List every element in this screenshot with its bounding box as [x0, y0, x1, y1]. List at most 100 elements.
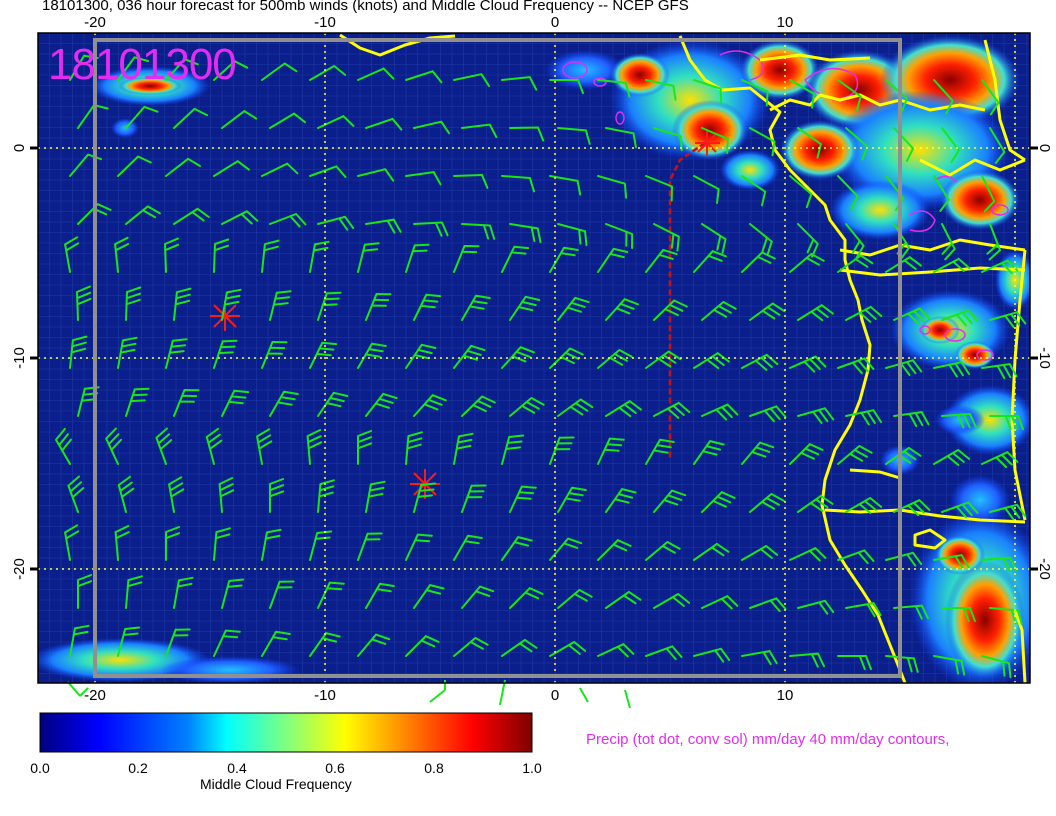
wind-barb — [357, 67, 395, 81]
wind-barb — [549, 436, 575, 465]
wind-barb — [125, 205, 161, 225]
wind-barb — [933, 554, 970, 570]
wind-barb — [653, 223, 680, 252]
wind-barb — [405, 343, 437, 369]
wind-barb — [114, 236, 130, 273]
wind-barb — [365, 582, 395, 609]
wind-barb — [261, 239, 280, 273]
wind-barb — [941, 413, 977, 429]
wind-barb — [269, 390, 299, 417]
wind-barb — [933, 257, 971, 273]
wind-barb — [693, 647, 731, 663]
wind-barb — [155, 427, 173, 465]
wind-barb — [453, 432, 474, 465]
map-title: 18101300, 036 hour forecast for 500mb wi… — [42, 0, 689, 14]
wind-barb — [941, 127, 960, 164]
wind-barb — [941, 223, 956, 261]
wind-barb — [317, 479, 335, 513]
wind-barb — [749, 127, 776, 157]
wind-barb — [557, 398, 594, 417]
wind-barb — [789, 652, 825, 668]
wind-barb — [789, 253, 825, 273]
wind-barb — [269, 112, 306, 129]
wind-barb — [365, 392, 398, 417]
wind-barb — [269, 478, 285, 513]
wind-barb — [125, 575, 143, 609]
wind-barb — [653, 593, 691, 609]
wind-barb — [501, 245, 530, 273]
wind-barb — [749, 405, 787, 423]
wind-barb — [986, 223, 1001, 261]
wind-barb — [845, 409, 882, 426]
wind-barb — [413, 394, 447, 417]
wind-barb — [261, 162, 299, 177]
wind-barb — [845, 305, 883, 323]
wind-barb — [453, 344, 486, 369]
wind-barb — [117, 475, 135, 513]
wind-barb — [173, 389, 200, 417]
lon-label-top-4: 10 — [777, 14, 794, 31]
wind-barb — [309, 530, 333, 561]
wind-barb — [749, 302, 786, 321]
wind-barb — [845, 223, 865, 259]
wind-barb — [365, 480, 386, 513]
wind-barb — [845, 497, 883, 514]
wind-barb — [213, 160, 250, 177]
wind-barb — [981, 79, 1000, 116]
colorbar-tick-5: 1.0 — [522, 760, 542, 776]
wind-barb — [893, 499, 931, 517]
wind-barb — [597, 79, 631, 98]
lat-label-right-1: 0 — [1036, 144, 1053, 152]
wind-barb — [933, 175, 950, 212]
wind-barb — [797, 407, 835, 424]
wind-barb — [741, 175, 767, 207]
wind-barb — [76, 285, 92, 321]
wind-barb — [837, 549, 875, 565]
wind-barb — [837, 357, 875, 375]
wind-barb — [357, 430, 373, 465]
wind-barb — [413, 482, 437, 513]
wind-barb — [989, 503, 1027, 521]
wind-barb — [165, 338, 188, 369]
lon-label-top-3: 0 — [551, 14, 559, 31]
wind-barb — [461, 123, 498, 138]
wind-barb — [893, 411, 930, 428]
wind-barb — [317, 291, 342, 321]
wind-barb — [597, 175, 628, 199]
wind-barb — [125, 105, 159, 129]
wind-barb — [597, 247, 629, 273]
wind-barb — [557, 486, 587, 513]
wind-barb — [261, 630, 291, 657]
wind-barb — [549, 175, 582, 196]
wind-barb — [557, 296, 590, 321]
wind-barb — [645, 79, 677, 101]
wind-barb — [789, 79, 816, 109]
wind-barb — [269, 213, 307, 228]
wind-barb — [509, 587, 544, 609]
wind-barb — [309, 632, 341, 657]
wind-barb — [989, 127, 1006, 164]
wind-barb — [701, 301, 737, 321]
wind-barb — [67, 475, 85, 513]
wind-barb — [269, 290, 292, 321]
wind-barb — [509, 223, 542, 244]
wind-barb — [453, 73, 490, 87]
wind-barb — [357, 168, 395, 182]
wind-barb — [597, 539, 632, 561]
lon-label-bottom-2: -10 — [314, 687, 336, 704]
wind-barb — [357, 242, 380, 273]
wind-barb — [64, 524, 80, 561]
wind-barb — [205, 427, 223, 465]
wind-barb — [357, 342, 387, 369]
wind-barb — [221, 110, 258, 129]
wind-barb — [453, 534, 483, 561]
wind-barb — [837, 254, 874, 273]
wind-barb — [789, 443, 824, 465]
wind-barb — [413, 584, 445, 609]
wind-barb — [365, 117, 403, 131]
wind-barb — [173, 287, 192, 321]
wind-barb — [501, 346, 535, 369]
wind-barb — [501, 536, 533, 561]
wind-barb — [653, 489, 687, 513]
